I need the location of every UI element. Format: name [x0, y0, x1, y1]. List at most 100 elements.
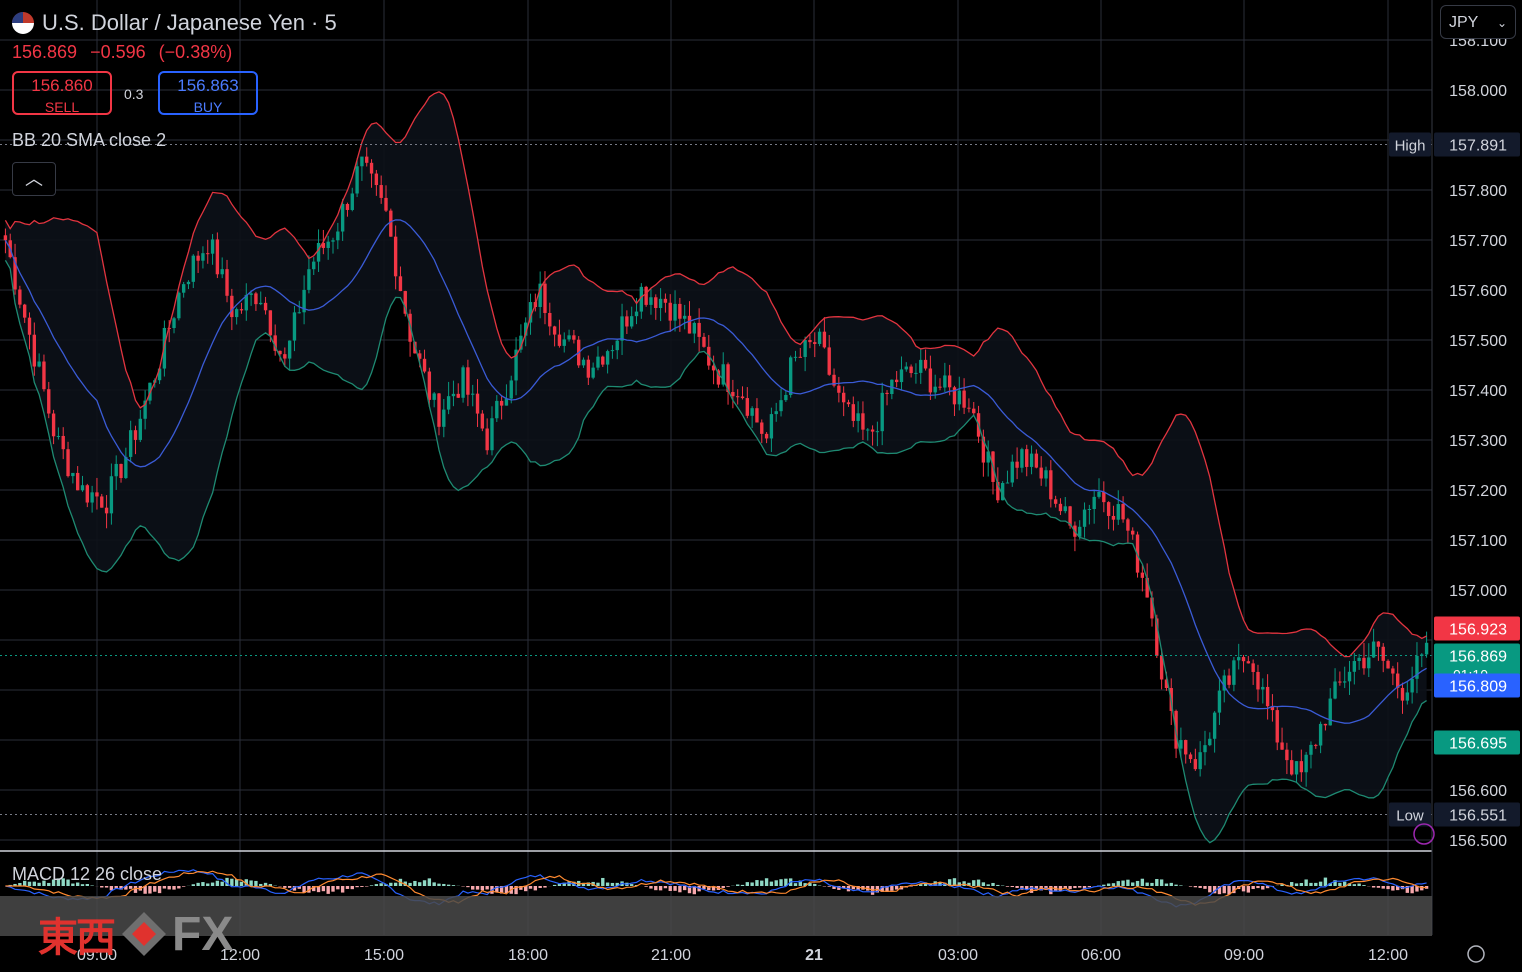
candle-body [1188, 754, 1193, 760]
candle-body [962, 390, 966, 408]
price-tick-label: 157.000 [1449, 583, 1507, 600]
macd-hist-bar [1357, 883, 1361, 886]
macd-hist-bar [707, 886, 711, 891]
bb-basis-value: 156.809 [1449, 679, 1507, 696]
macd-hist-bar [1121, 880, 1125, 886]
macd-hist-bar [495, 886, 499, 893]
macd-hist-bar [841, 886, 846, 889]
macd-hist-bar [249, 880, 253, 886]
candle-body [538, 283, 542, 308]
macd-hist-bar [1314, 882, 1318, 886]
symbol-header[interactable]: U.S. Dollar / Japanese Yen · 5 [12, 10, 337, 36]
sell-button[interactable]: 156.860 SELL [12, 71, 112, 115]
candle-body [138, 418, 142, 440]
candle-body [726, 364, 730, 393]
candle-body [562, 339, 566, 346]
candle-body [817, 331, 822, 344]
candle-body [326, 241, 330, 248]
candle-body [104, 507, 109, 514]
candle-body [803, 340, 807, 357]
macd-hist-bar [745, 882, 750, 886]
candle-body [480, 413, 485, 429]
candle-body [798, 356, 802, 358]
buy-label: BUY [193, 99, 223, 115]
candle-body [302, 289, 306, 313]
macd-hist-bar [1034, 886, 1039, 890]
macd-hist-bar [234, 879, 239, 886]
candle-body [321, 242, 326, 248]
change-pct: (−0.38%) [158, 42, 233, 62]
macd-hist-bar [181, 886, 186, 887]
candle-body [1294, 761, 1299, 775]
macd-hist-bar [1299, 882, 1304, 886]
macd-hist-bar [938, 882, 942, 886]
price-tick-label: 158.000 [1449, 83, 1507, 100]
macd-hist-bar [1126, 879, 1130, 886]
candle-body [1261, 686, 1265, 690]
candle-body [919, 359, 923, 373]
macd-hist-bar [27, 881, 32, 886]
bb-basis-line [4, 219, 1427, 724]
price-tick-label: 156.500 [1449, 833, 1507, 850]
macd-hist-bar [22, 880, 27, 886]
macd-legend[interactable]: MACD 12 26 close [12, 864, 163, 884]
candle-body [769, 414, 774, 439]
macd-hist-bar [336, 886, 340, 890]
candle-body [1285, 749, 1289, 761]
candle-body [259, 302, 263, 305]
macd-hist-bar [480, 886, 485, 891]
candle-body [682, 315, 687, 319]
candle-body [788, 357, 793, 395]
macd-hist-bar [1338, 882, 1342, 886]
candle-body [263, 302, 268, 311]
sell-label: SELL [44, 99, 80, 115]
candle-body [702, 336, 706, 347]
macd-hist-bar [837, 886, 841, 890]
candle-body [442, 409, 446, 427]
candle-body [1010, 461, 1014, 483]
candle-body [591, 367, 595, 378]
candle-body [808, 340, 812, 343]
candle-body [567, 335, 571, 340]
time-tick-label: 21:00 [651, 947, 691, 964]
candle-body [403, 291, 407, 314]
chevron-down-icon: ⌄ [1496, 16, 1507, 30]
macd-hist-bar [803, 883, 807, 886]
candle-body [750, 408, 754, 416]
macd-hist-bar [880, 886, 884, 892]
candle-body [1227, 675, 1231, 685]
macd-hist-bar [1005, 886, 1010, 887]
candle-body [422, 358, 427, 372]
collapse-legend-button[interactable]: ︿ [12, 162, 56, 196]
high-label-tag [1389, 132, 1431, 157]
candle-body [456, 393, 460, 398]
candle-body [793, 356, 798, 358]
bollinger-band-fill [5, 91, 1427, 843]
candle-body [861, 413, 865, 430]
settings-gear-icon[interactable] [1467, 945, 1485, 963]
macd-hist-bar [331, 886, 335, 892]
macd-hist-bar [177, 886, 181, 889]
buy-button[interactable]: 156.863 BUY [158, 71, 258, 115]
macd-hist-bar [605, 882, 610, 886]
candle-body [1343, 681, 1347, 683]
macd-hist-bar [1179, 885, 1183, 886]
bb-lower-tag [1434, 730, 1520, 755]
bollinger-legend[interactable]: BB 20 SMA close 2 [12, 130, 167, 150]
candle-body [923, 359, 928, 369]
macd-hist-bar [340, 886, 345, 893]
price-tick-label: 157.500 [1449, 333, 1507, 350]
candle-body [1044, 470, 1048, 479]
macd-hist-bar [321, 886, 326, 892]
macd-hist-bar [673, 886, 677, 891]
candle-body [764, 433, 769, 439]
candle-body [273, 335, 277, 351]
currency-select[interactable]: JPY ⌄ [1440, 5, 1516, 39]
watermark-logo-icon [122, 912, 166, 956]
candle-body [27, 317, 32, 335]
candle-body [1357, 657, 1361, 662]
candle-body [1333, 681, 1337, 699]
macd-hist-bar [471, 886, 475, 890]
time-tick-label: 15:00 [364, 947, 404, 964]
